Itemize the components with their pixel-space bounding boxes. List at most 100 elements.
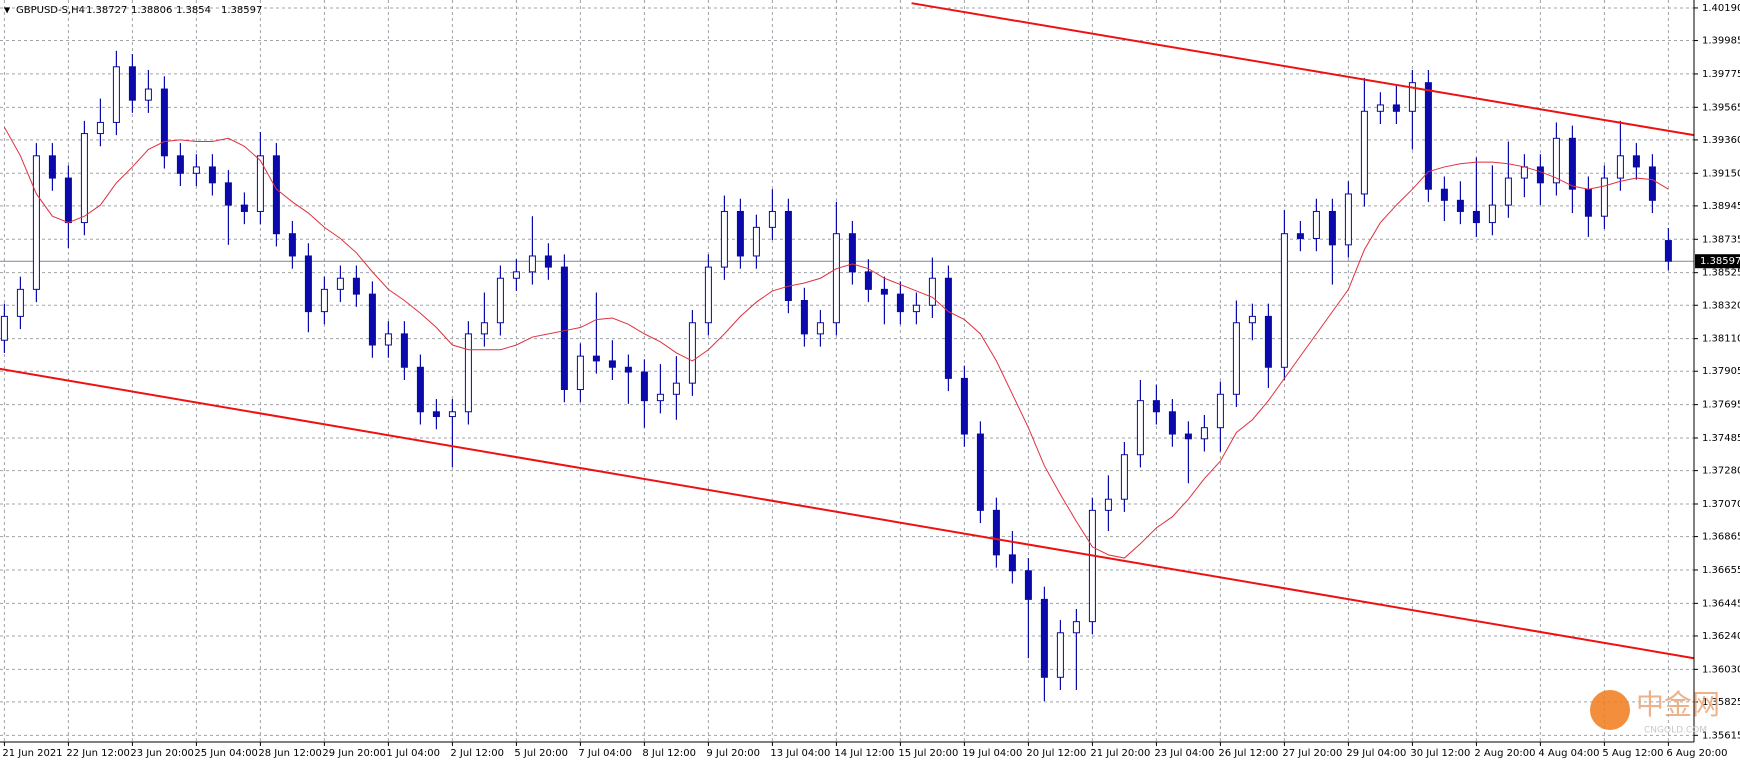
candle-body (592, 355, 600, 362)
candle-body (1024, 570, 1032, 600)
candle-body (336, 277, 344, 290)
candle-body (560, 266, 568, 391)
candle-body (32, 155, 40, 290)
candle-body (1520, 166, 1528, 179)
candle-body (1600, 177, 1608, 217)
y-tick-label: 1.37485 (1702, 433, 1740, 444)
candle-body (1344, 193, 1352, 246)
candle-body (48, 155, 56, 179)
candle-body (1536, 166, 1544, 184)
candle-body (640, 371, 648, 402)
y-tick-label: 1.39985 (1702, 36, 1740, 47)
candle-body (1376, 104, 1384, 112)
candle-body (960, 377, 968, 435)
candle-body (224, 182, 232, 206)
candle-body (880, 288, 888, 295)
candle-body (1168, 411, 1176, 435)
candle-body (304, 255, 312, 313)
x-tick-label: 5 Jul 20:00 (514, 748, 568, 759)
candle-body (368, 293, 376, 346)
candle-body (1616, 155, 1624, 179)
x-tick-label: 29 Jul 04:00 (1346, 748, 1406, 759)
candle-body (976, 433, 984, 511)
candle-body (480, 322, 488, 335)
candle-body (736, 210, 744, 257)
y-tick-label: 1.36240 (1702, 631, 1740, 642)
y-tick-label: 1.36445 (1702, 598, 1740, 609)
candle-body (96, 121, 104, 135)
candle-body (208, 166, 216, 184)
candle-body (896, 293, 904, 313)
candle-body (992, 509, 1000, 556)
candle-body (192, 166, 200, 174)
candle-body (720, 210, 728, 268)
candle-body (816, 322, 824, 335)
price-label: 1.38597 (1700, 256, 1740, 267)
candle-body (496, 277, 504, 324)
candle-body (16, 288, 24, 317)
candle-body (272, 155, 280, 235)
x-tick-label: 29 Jun 20:00 (322, 748, 386, 759)
header-text: 1.38727 (86, 5, 127, 16)
candle-body (1456, 199, 1464, 212)
candle-body (176, 155, 184, 174)
x-tick-label: 21 Jul 20:00 (1090, 748, 1150, 759)
candle-body (1136, 400, 1144, 456)
header-arrow: ▼ (4, 6, 11, 15)
candle-body (320, 288, 328, 313)
y-tick-label: 1.38945 (1702, 201, 1740, 212)
candle-body (1664, 240, 1672, 262)
y-tick-label: 1.36865 (1702, 532, 1740, 543)
candle-body (160, 88, 168, 157)
candle-body (1104, 498, 1112, 511)
y-tick-label: 1.35825 (1702, 697, 1740, 708)
candle-body (1568, 137, 1576, 190)
candle-body (1552, 137, 1560, 184)
x-tick-label: 5 Aug 12:00 (1602, 748, 1663, 759)
candle-body (800, 299, 808, 335)
candle-body (240, 204, 248, 212)
candle-body (1072, 621, 1080, 634)
candle-body (1648, 166, 1656, 201)
candle-body (576, 355, 584, 391)
candle-body (656, 393, 664, 402)
x-tick-label: 6 Aug 20:00 (1666, 748, 1727, 759)
y-tick-label: 1.37695 (1702, 400, 1740, 411)
axis-panel (0, 742, 1740, 760)
candle-body (1584, 188, 1592, 217)
candle-body (256, 155, 264, 212)
x-tick-label: 19 Jul 04:00 (962, 748, 1022, 759)
candle-body (928, 277, 936, 306)
header-text: 1.3854 (176, 5, 211, 16)
candle-body (288, 233, 296, 257)
candle-body (144, 88, 152, 101)
x-tick-label: 1 Jul 04:00 (386, 748, 440, 759)
candle-body (832, 233, 840, 324)
header-text: 1.38806 (131, 5, 172, 16)
candle-body (544, 255, 552, 268)
candle-body (864, 271, 872, 290)
candle-body (1504, 177, 1512, 206)
y-tick-label: 1.38735 (1702, 234, 1740, 245)
axis-panel (1694, 0, 1740, 760)
candle-body (1424, 82, 1432, 190)
candle-body (512, 271, 520, 279)
candle-body (1296, 233, 1304, 239)
candle-body (1408, 82, 1416, 112)
watermark-text: 中金网 (1636, 688, 1720, 721)
candle-body (752, 226, 760, 257)
candle-body (1488, 204, 1496, 224)
y-tick-label: 1.38110 (1702, 334, 1740, 345)
y-tick-label: 1.36655 (1702, 565, 1740, 576)
candle-body (1248, 315, 1256, 324)
x-tick-label: 21 Jun 2021 (2, 748, 62, 759)
candle-body (1280, 233, 1288, 368)
price-label-box (1695, 254, 1740, 269)
watermark-logo (1590, 690, 1630, 730)
y-tick-label: 1.39360 (1702, 135, 1740, 146)
candle-body (1392, 104, 1400, 112)
watermark-sub: CNGOLD.COM (1644, 726, 1707, 736)
candle-body (1232, 322, 1240, 395)
candle-body (432, 411, 440, 418)
